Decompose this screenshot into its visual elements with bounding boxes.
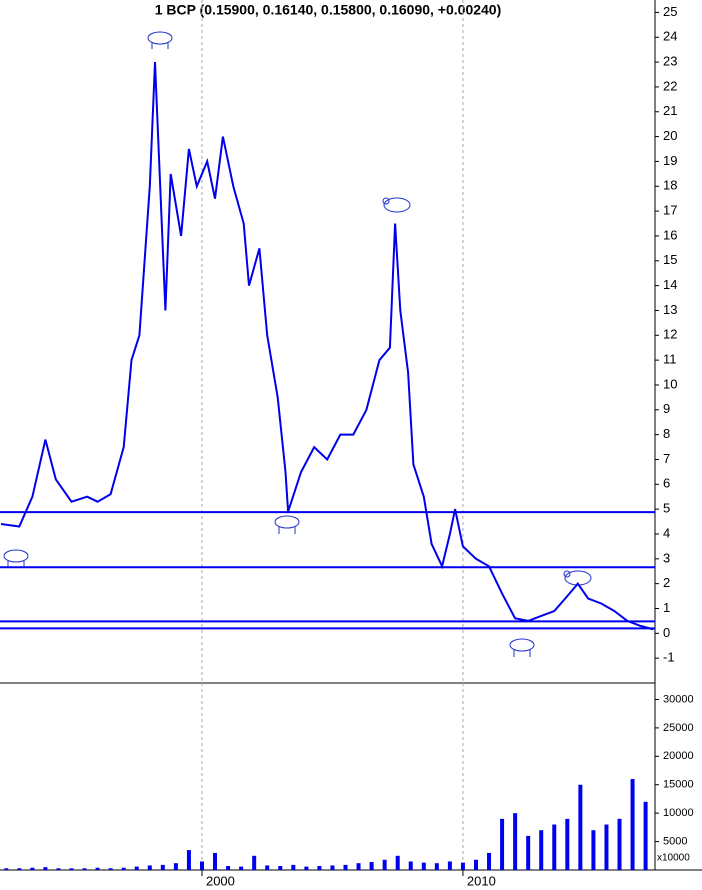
y-tick-label: 7 <box>663 451 670 466</box>
volume-bar <box>121 867 126 870</box>
volume-bar <box>487 852 492 870</box>
y-tick-label: 3 <box>663 550 670 565</box>
volume-bar <box>617 818 622 870</box>
x-tick-label: 2000 <box>206 873 235 888</box>
volume-bar <box>382 859 387 870</box>
y-tick-label: 25000 <box>663 722 694 734</box>
bull-icon <box>509 638 535 657</box>
y-tick-label: 20000 <box>663 750 694 762</box>
volume-bar <box>565 818 570 870</box>
volume-bar <box>434 863 439 870</box>
y-tick-label: 24 <box>663 29 677 44</box>
volume-bar <box>447 861 452 870</box>
y-tick-label: 12 <box>663 327 677 342</box>
bull-icon <box>274 515 300 534</box>
bull-icon <box>147 31 173 49</box>
y-tick-label: 5 <box>663 501 670 516</box>
y-tick-label: 19 <box>663 153 677 168</box>
volume-bar <box>526 835 531 870</box>
y-tick-label: 6 <box>663 476 670 491</box>
volume-bar <box>30 867 35 870</box>
volume-bar <box>552 824 557 870</box>
volume-bar <box>278 866 283 870</box>
volume-bar <box>630 779 635 870</box>
volume-bar <box>304 866 309 870</box>
volume-bar <box>4 868 9 870</box>
y-tick-label: 21 <box>663 103 677 118</box>
y-tick-label: 20 <box>663 128 677 143</box>
volume-bar <box>56 868 61 870</box>
volume-bar <box>108 868 113 870</box>
volume-bar <box>643 801 648 870</box>
y-tick-label: 22 <box>663 78 677 93</box>
y-tick-label: 13 <box>663 302 677 317</box>
y-tick-label: 15 <box>663 252 677 267</box>
y-tick-label: 11 <box>663 352 677 367</box>
y-tick-label: 9 <box>663 401 670 416</box>
x-tick-label: 2010 <box>467 873 496 888</box>
volume-bar <box>421 862 426 870</box>
volume-bar <box>513 813 518 870</box>
y-tick-label: 23 <box>663 54 677 69</box>
volume-bar <box>460 862 465 870</box>
volume-bar <box>408 861 413 870</box>
volume-bar <box>95 867 100 870</box>
y-tick-label: 18 <box>663 178 677 193</box>
y-tick-label: 0 <box>663 625 670 640</box>
volume-bar <box>330 865 335 870</box>
volume-bar <box>356 863 361 870</box>
y-tick-label: -1 <box>663 650 675 665</box>
volume-bar <box>317 866 322 870</box>
volume-bar <box>591 830 596 870</box>
y-tick-label: 17 <box>663 203 677 218</box>
y-tick-label: 25 <box>663 4 677 19</box>
volume-bar <box>186 850 191 870</box>
y-tick-label: 10 <box>663 376 677 391</box>
y-tick-label: 8 <box>663 426 670 441</box>
y-tick-label: 10000 <box>663 807 694 819</box>
y-tick-label: 30000 <box>663 693 694 705</box>
volume-bar <box>147 865 152 870</box>
volume-bar <box>395 855 400 870</box>
price-line <box>0 62 654 631</box>
volume-bar <box>604 824 609 870</box>
volume-bar <box>213 852 218 870</box>
volume-bar <box>69 868 74 870</box>
volume-bar <box>226 866 231 870</box>
volume-bar <box>43 867 48 870</box>
volume-bar <box>500 818 505 870</box>
volume-bar <box>173 863 178 870</box>
volume-bar <box>291 864 296 870</box>
volume-bar <box>578 784 583 870</box>
volume-bar <box>343 864 348 870</box>
volume-bar <box>252 855 257 870</box>
volume-bar <box>134 866 139 870</box>
y-tick-label: 5000 <box>663 835 687 847</box>
volume-bar <box>160 864 165 870</box>
volume-bar <box>17 868 22 870</box>
y-tick-label: 15000 <box>663 779 694 791</box>
y-tick-label: 2 <box>663 575 670 590</box>
unit-label: x10000 <box>657 853 690 864</box>
y-tick-label: 16 <box>663 227 677 242</box>
volume-bar <box>265 865 270 870</box>
chart-title: 1 BCP (0.15900, 0.16140, 0.15800, 0.1609… <box>155 2 502 18</box>
y-tick-label: 14 <box>663 277 677 292</box>
volume-bar <box>473 859 478 870</box>
volume-bar <box>239 866 244 870</box>
volume-bar <box>369 862 374 870</box>
y-tick-label: 1 <box>663 600 670 615</box>
volume-bar <box>82 868 87 870</box>
volume-bar <box>539 830 544 870</box>
volume-bar <box>199 861 204 870</box>
y-tick-label: 4 <box>663 525 670 540</box>
bull-icon <box>3 549 29 568</box>
bear-icon <box>382 197 411 213</box>
